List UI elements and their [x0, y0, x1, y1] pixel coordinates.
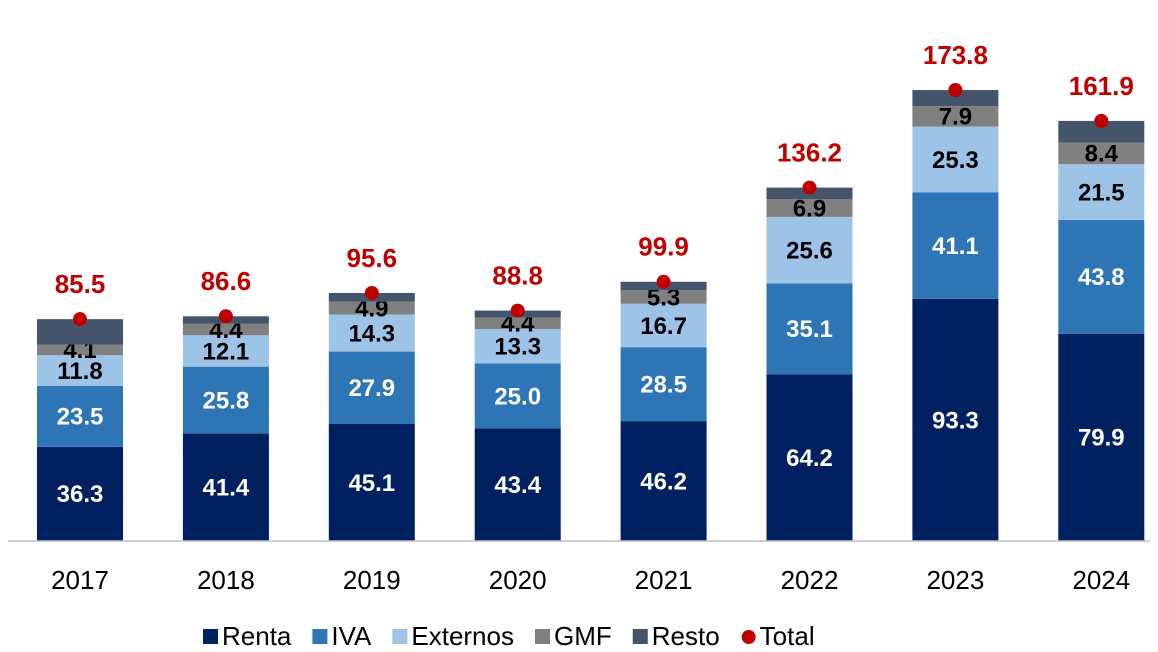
total-marker: [510, 303, 525, 318]
data-label: 27.9: [348, 375, 395, 402]
bar-segment: [620, 303, 707, 348]
data-label: 16.7: [640, 313, 687, 340]
bar-segment: [620, 290, 707, 304]
data-label: 28.5: [640, 371, 687, 398]
bar-segment: [474, 317, 561, 330]
data-label: 21.5: [1078, 179, 1125, 206]
bar-segment: [1058, 333, 1145, 541]
total-label: 86.6: [201, 266, 252, 296]
bar-segment: [1058, 164, 1145, 221]
legend-swatch: [312, 629, 328, 644]
x-tick-label: 2022: [781, 565, 839, 595]
data-label: 6.9: [793, 195, 826, 222]
x-tick-label: 2019: [343, 565, 401, 595]
total-marker: [73, 312, 87, 327]
total-marker: [802, 180, 817, 195]
legend-label: GMF: [554, 621, 612, 651]
legend-label: IVA: [331, 621, 372, 651]
bar-segment: [37, 344, 123, 356]
data-label: 25.3: [932, 147, 979, 174]
x-tick-label: 2020: [489, 565, 547, 595]
bar-segment: [766, 199, 853, 217]
bar-segment: [37, 385, 123, 447]
data-label: 46.2: [640, 468, 687, 495]
bar-segment: [328, 314, 415, 352]
bar-segment: [328, 351, 415, 424]
data-label: 41.4: [203, 475, 250, 502]
legend-swatch: [392, 629, 408, 644]
bar-segment: [182, 366, 269, 434]
legend-swatch: [534, 629, 550, 644]
legend-swatch: [203, 629, 218, 644]
total-marker: [218, 309, 233, 324]
data-label: 36.3: [57, 481, 104, 508]
x-tick-label: 2017: [51, 565, 109, 595]
legend-label: Resto: [652, 621, 720, 651]
total-label: 136.2: [777, 137, 842, 167]
data-label: 43.4: [494, 472, 541, 499]
bar-segment: [1058, 120, 1145, 143]
bar-segment: [912, 90, 999, 107]
bar-segment: [766, 374, 853, 541]
total-label: 88.8: [492, 260, 543, 290]
legend-swatch: [632, 629, 648, 644]
data-label: 7.9: [939, 104, 972, 131]
bar-segment: [474, 428, 561, 541]
legend-label: Externos: [411, 621, 514, 651]
bar-segment: [620, 421, 707, 541]
x-tick-label: 2023: [926, 565, 984, 595]
data-label: 11.8: [57, 358, 102, 385]
x-tick-label: 2024: [1072, 565, 1130, 595]
bar-segment: [328, 301, 415, 315]
bar-segment: [474, 329, 561, 364]
bar-segment: [766, 283, 853, 375]
data-label: 13.3: [494, 334, 541, 361]
data-label: 93.3: [932, 407, 979, 434]
legend-label: Total: [760, 621, 815, 651]
data-label: 35.1: [786, 316, 833, 343]
total-label: 161.9: [1069, 71, 1134, 101]
data-label: 12.1: [203, 338, 250, 365]
bar-segment: [328, 423, 415, 541]
bar-segment: [37, 446, 123, 541]
data-label: 14.3: [348, 320, 395, 347]
total-marker: [948, 83, 963, 98]
bar-segment: [182, 335, 269, 367]
bar-segment: [912, 298, 999, 541]
data-label: 23.5: [57, 404, 104, 431]
data-label: 25.6: [786, 237, 833, 264]
data-label: 41.1: [932, 233, 979, 260]
bar-segment: [182, 323, 269, 336]
data-label: 43.8: [1078, 264, 1125, 291]
total-label: 95.6: [346, 243, 397, 273]
legend-label: Renta: [222, 621, 292, 651]
data-label: 25.0: [494, 383, 541, 410]
data-label: 8.4: [1085, 141, 1119, 168]
total-label: 85.5: [55, 269, 106, 299]
data-label: 25.8: [203, 387, 250, 414]
data-label: 45.1: [348, 470, 395, 497]
bar-segment: [912, 106, 999, 127]
data-label: 64.2: [786, 445, 833, 472]
bar-segment: [1058, 142, 1145, 165]
total-marker: [656, 274, 671, 289]
x-tick-label: 2018: [197, 565, 255, 595]
total-label: 173.8: [923, 40, 988, 70]
total-marker: [1094, 113, 1109, 128]
bar-segment: [1058, 220, 1145, 334]
total-label: 99.9: [638, 232, 689, 262]
total-marker: [364, 285, 379, 300]
bar-segment: [37, 355, 123, 386]
bar-segment: [912, 126, 999, 193]
bar-segment: [620, 347, 707, 422]
x-tick-label: 2021: [635, 565, 693, 595]
bar-segment: [912, 192, 999, 299]
legend-swatch: [741, 630, 756, 644]
data-label: 79.9: [1078, 425, 1125, 452]
bar-segment: [182, 433, 269, 541]
bar-segment: [766, 216, 853, 284]
bar-segment: [474, 363, 561, 429]
